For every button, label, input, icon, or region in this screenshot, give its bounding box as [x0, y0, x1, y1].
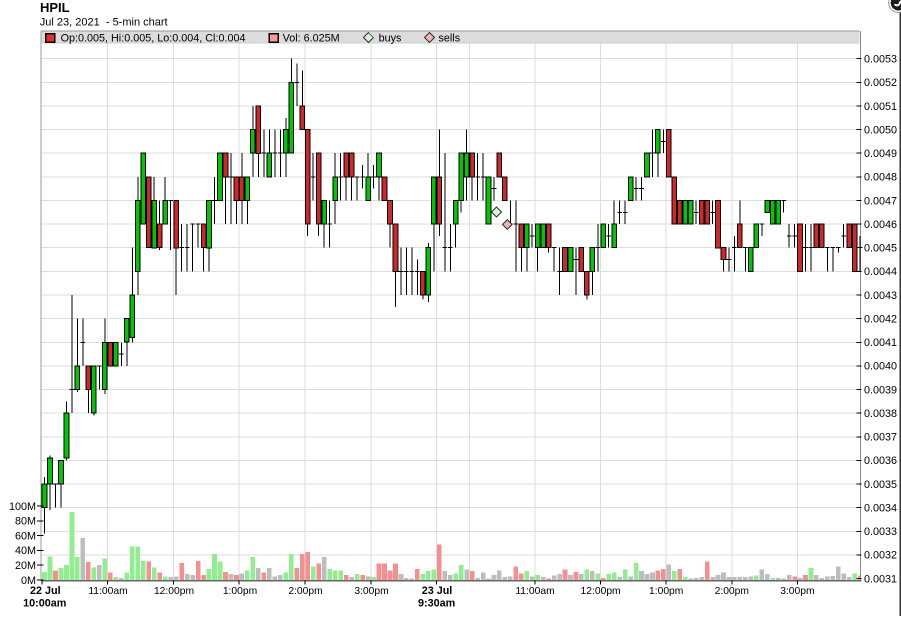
- svg-text:0.0045: 0.0045: [864, 243, 897, 255]
- svg-text:11:00am: 11:00am: [515, 586, 554, 597]
- svg-text:22 Jul: 22 Jul: [30, 585, 61, 597]
- svg-text:0.0041: 0.0041: [864, 337, 897, 349]
- svg-text:0M: 0M: [21, 575, 36, 587]
- svg-text:0.0039: 0.0039: [864, 384, 897, 396]
- svg-text:9:30am: 9:30am: [418, 597, 455, 609]
- svg-text:0.0034: 0.0034: [864, 503, 897, 515]
- svg-text:HPIL: HPIL: [40, 0, 70, 15]
- svg-text:0.0052: 0.0052: [864, 77, 897, 89]
- svg-text:100M: 100M: [9, 501, 36, 513]
- svg-text:0.0048: 0.0048: [864, 172, 897, 184]
- svg-text:sells: sells: [439, 32, 461, 44]
- svg-text:0.0049: 0.0049: [864, 148, 897, 160]
- svg-text:2:00pm: 2:00pm: [715, 586, 749, 597]
- svg-text:0.0038: 0.0038: [864, 408, 897, 420]
- svg-text:0.0053: 0.0053: [864, 54, 897, 66]
- svg-text:60M: 60M: [15, 530, 36, 542]
- svg-text:2:00pm: 2:00pm: [288, 586, 322, 597]
- svg-text:20M: 20M: [15, 560, 36, 572]
- svg-text:0.0031: 0.0031: [864, 573, 897, 585]
- svg-text:Op:0.005, Hi:0.005, Lo:0.004,: Op:0.005, Hi:0.005, Lo:0.004, Cl:0.004: [61, 32, 246, 44]
- svg-text:0.0051: 0.0051: [864, 101, 897, 113]
- svg-text:0.0033: 0.0033: [864, 526, 897, 538]
- svg-text:0.0046: 0.0046: [864, 219, 897, 231]
- svg-text:12:00pm: 12:00pm: [154, 586, 194, 597]
- svg-text:0.0043: 0.0043: [864, 290, 897, 302]
- svg-text:0.0032: 0.0032: [864, 550, 897, 562]
- svg-text:0.0044: 0.0044: [864, 266, 897, 278]
- svg-text:0.0042: 0.0042: [864, 313, 897, 325]
- svg-text:23 Jul: 23 Jul: [422, 585, 453, 597]
- svg-text:12:00pm: 12:00pm: [581, 586, 621, 597]
- svg-text:1:00pm: 1:00pm: [223, 586, 257, 597]
- svg-text:0.0047: 0.0047: [864, 195, 897, 207]
- svg-text:0.0036: 0.0036: [864, 455, 897, 467]
- svg-text:0.0037: 0.0037: [864, 432, 897, 444]
- svg-text:10:00am: 10:00am: [23, 597, 66, 609]
- svg-text:0.0040: 0.0040: [864, 361, 897, 373]
- svg-text:80M: 80M: [15, 516, 36, 528]
- svg-text:3:00pm: 3:00pm: [780, 586, 814, 597]
- svg-text:40M: 40M: [15, 545, 36, 557]
- svg-text:Jul 23, 2021 - 5-min chart: Jul 23, 2021 - 5-min chart: [40, 16, 168, 28]
- svg-text:buys: buys: [379, 32, 402, 44]
- svg-text:1:00pm: 1:00pm: [649, 586, 683, 597]
- svg-text:0.0050: 0.0050: [864, 124, 897, 136]
- svg-text:0.0035: 0.0035: [864, 479, 897, 491]
- svg-text:Vol: 6.025M: Vol: 6.025M: [283, 32, 340, 44]
- svg-text:3:00pm: 3:00pm: [354, 586, 388, 597]
- svg-text:11:00am: 11:00am: [88, 586, 127, 597]
